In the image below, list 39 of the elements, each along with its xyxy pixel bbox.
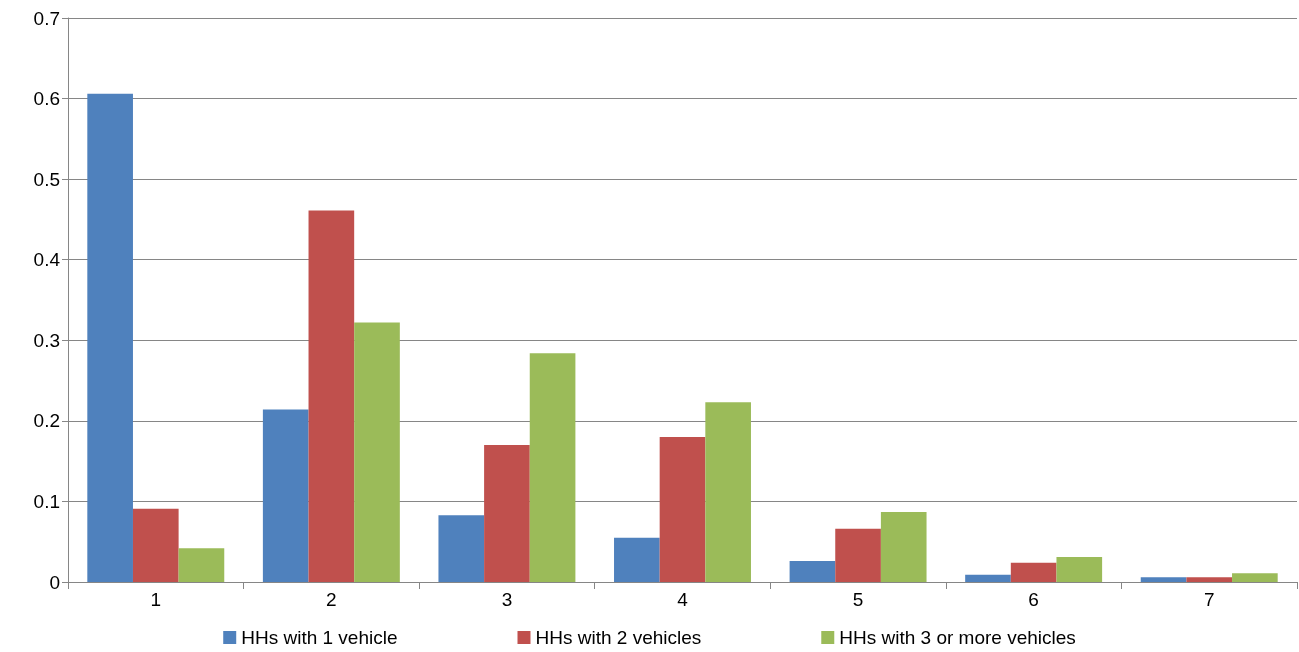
x-tick-label: 5 xyxy=(852,589,864,610)
bar xyxy=(1140,577,1187,582)
bar xyxy=(835,528,881,582)
x-tick-label: 6 xyxy=(1028,589,1039,610)
y-tick-label: 0 xyxy=(49,571,60,593)
x-tick-label: 7 xyxy=(1203,589,1215,610)
x-tick-label: 2 xyxy=(326,589,337,610)
y-tick-label: 0.7 xyxy=(33,7,60,29)
bar xyxy=(308,210,355,582)
y-tick-label: 0.5 xyxy=(33,168,60,190)
legend-label: HHs with 3 or more vehicles xyxy=(839,627,1076,648)
bar xyxy=(789,561,836,582)
bar xyxy=(705,402,751,582)
y-tick-label: 0.3 xyxy=(33,329,60,351)
x-tick-label: 1 xyxy=(150,589,162,610)
bar xyxy=(659,436,706,582)
bar xyxy=(614,537,660,582)
legend-label: HHs with 1 vehicle xyxy=(241,627,398,648)
legend-label: HHs with 2 vehicles xyxy=(535,627,702,648)
bar xyxy=(178,548,225,582)
bar xyxy=(354,322,400,582)
bar xyxy=(262,409,309,582)
bar xyxy=(529,353,576,582)
bar xyxy=(965,574,1011,582)
bar xyxy=(484,445,530,582)
y-tick-label: 0.6 xyxy=(33,88,60,110)
bar xyxy=(1010,562,1057,582)
bar xyxy=(880,511,927,582)
bar xyxy=(87,93,133,582)
bar xyxy=(1056,557,1103,582)
bar xyxy=(132,508,179,582)
bar xyxy=(1232,573,1278,582)
x-tick-label: 4 xyxy=(677,589,689,610)
bar xyxy=(438,515,485,582)
bar xyxy=(1186,577,1233,582)
x-tick-label: 3 xyxy=(501,589,513,610)
y-tick-label: 0.2 xyxy=(33,410,60,432)
y-tick-label: 0.4 xyxy=(33,249,61,271)
y-tick-label: 0.1 xyxy=(33,490,60,512)
